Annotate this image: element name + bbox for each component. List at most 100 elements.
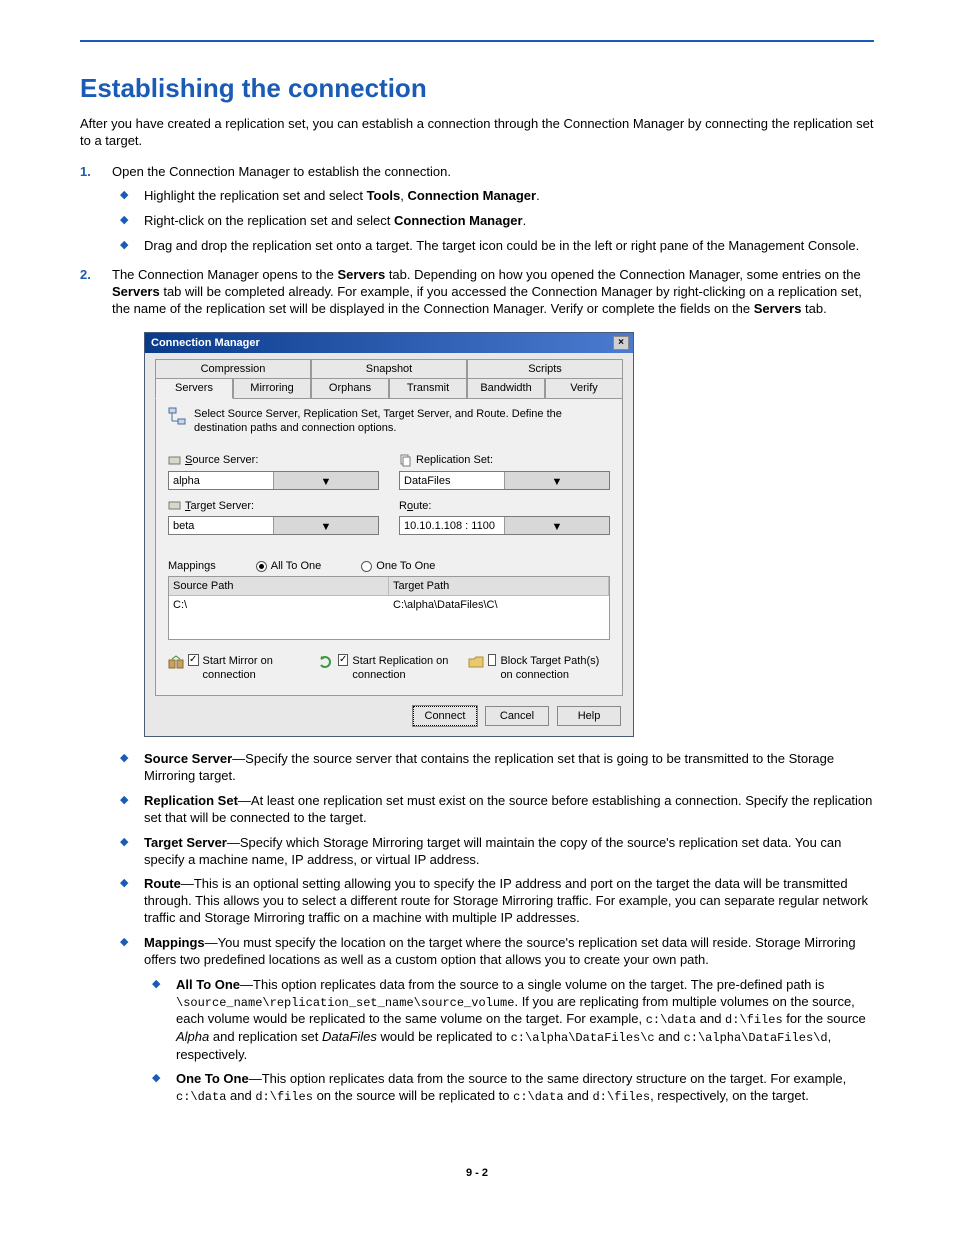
t: c:\data	[513, 1090, 563, 1104]
dialog-title: Connection Manager	[151, 336, 260, 350]
tab-row-1: Compression Snapshot Scripts	[155, 359, 623, 378]
def-mappings: Mappings—You must specify the location o…	[112, 935, 874, 1106]
t: —This option replicates data from the so…	[240, 977, 824, 992]
step-2-num: 2.	[80, 267, 91, 284]
target-value: beta	[169, 517, 273, 534]
t: \source_name\replication_set_name\source…	[176, 996, 514, 1010]
cell-target: C:\alpha\DataFiles\C\	[389, 596, 609, 614]
target-label: Target Server:	[168, 499, 379, 513]
route-label: Route:	[399, 499, 610, 513]
server-icon	[168, 499, 181, 512]
connect-button[interactable]: Connect	[413, 706, 477, 726]
intro-text: After you have created a replication set…	[80, 116, 874, 150]
t: on the source will be replicated to	[313, 1088, 513, 1103]
route-combo[interactable]: 10.10.1.108 : 1100 ▼	[399, 516, 610, 535]
t: c:\alpha\DataFiles\c	[511, 1031, 655, 1045]
route-value: 10.10.1.108 : 1100	[400, 517, 504, 534]
tab-row-2: Servers Mirroring Orphans Transmit Bandw…	[155, 378, 623, 397]
t: All To One	[176, 977, 240, 992]
t: —Specify which Storage Mirroring target …	[144, 835, 841, 867]
tab-scripts[interactable]: Scripts	[467, 359, 623, 379]
t: d:\files	[255, 1090, 313, 1104]
chk-start-mirror[interactable]: ✓ Start Mirror on connection	[168, 654, 310, 683]
hint-text: Select Source Server, Replication Set, T…	[194, 407, 610, 436]
t: Target Server	[144, 835, 227, 850]
tab-snapshot[interactable]: Snapshot	[311, 359, 467, 379]
t: Source Server	[144, 751, 232, 766]
tab-mirroring[interactable]: Mirroring	[233, 378, 311, 398]
chevron-down-icon[interactable]: ▼	[273, 472, 378, 489]
chevron-down-icon[interactable]: ▼	[504, 517, 609, 534]
step-1c: Drag and drop the replication set onto a…	[112, 238, 874, 255]
tab-servers[interactable]: Servers	[155, 378, 233, 398]
top-rule	[80, 40, 874, 42]
t: Alpha	[176, 1029, 209, 1044]
connection-manager-dialog: Connection Manager × Compression Snapsho…	[144, 332, 634, 737]
mappings-table[interactable]: Source Path Target Path C:\ C:\alpha\Dat…	[168, 576, 610, 640]
t: Servers	[337, 267, 385, 282]
col-source-path: Source Path	[169, 577, 389, 595]
def-all-to-one: All To One—This option replicates data f…	[144, 977, 874, 1064]
replication-set-combo[interactable]: DataFiles ▼	[399, 471, 610, 490]
source-value: alpha	[169, 472, 273, 489]
t: One To One	[176, 1071, 249, 1086]
t: Tools	[367, 188, 401, 203]
t: d:\files	[725, 1013, 783, 1027]
tab-orphans[interactable]: Orphans	[311, 378, 389, 398]
replication-set-icon	[399, 454, 412, 467]
t: would be replicated to	[377, 1029, 511, 1044]
source-label: Source Server:	[168, 453, 379, 467]
chevron-down-icon[interactable]: ▼	[273, 517, 378, 534]
source-server-combo[interactable]: alpha ▼	[168, 471, 379, 490]
tab-verify[interactable]: Verify	[545, 378, 623, 398]
def-source: Source Server—Specify the source server …	[112, 751, 874, 785]
t: Right-click on the replication set and s…	[144, 213, 394, 228]
radio-one-to-one[interactable]: One To One	[361, 559, 435, 573]
t: and replication set	[209, 1029, 322, 1044]
chevron-down-icon[interactable]: ▼	[504, 472, 609, 489]
checkbox-icon: ✓	[188, 654, 199, 666]
t: d:\files	[592, 1090, 650, 1104]
page-footer: 9 - 2	[80, 1166, 874, 1180]
radio-all-to-one[interactable]: All To One	[256, 559, 322, 573]
t: Route	[144, 876, 181, 891]
step-1: 1. Open the Connection Manager to establ…	[80, 164, 874, 256]
cancel-button[interactable]: Cancel	[485, 706, 549, 726]
tab-panel: Select Source Server, Replication Set, T…	[155, 398, 623, 696]
t: Connection Manager	[394, 213, 523, 228]
t: and	[226, 1088, 255, 1103]
checkbox-icon	[488, 654, 496, 666]
t: —This is an optional setting allowing yo…	[144, 876, 868, 925]
help-button[interactable]: Help	[557, 706, 621, 726]
t: —At least one replication set must exist…	[144, 793, 872, 825]
chk-start-replication[interactable]: ✓ Start Replication on connection	[318, 654, 460, 683]
close-icon[interactable]: ×	[613, 336, 629, 350]
server-icon	[168, 454, 181, 467]
t: and	[655, 1029, 684, 1044]
cell-source: C:\	[169, 596, 389, 614]
def-one-to-one: One To One—This option replicates data f…	[144, 1071, 874, 1105]
tab-transmit[interactable]: Transmit	[389, 378, 467, 398]
target-server-combo[interactable]: beta ▼	[168, 516, 379, 535]
t: —You must specify the location on the ta…	[144, 935, 856, 967]
def-replication: Replication Set—At least one replication…	[112, 793, 874, 827]
t: .	[523, 213, 527, 228]
tab-compression[interactable]: Compression	[155, 359, 311, 379]
chk-block-target[interactable]: Block Target Path(s) on connection	[468, 654, 610, 683]
t: Connection Manager	[408, 188, 537, 203]
table-row[interactable]: C:\ C:\alpha\DataFiles\C\	[169, 596, 609, 614]
t: Servers	[754, 301, 802, 316]
tab-bandwidth[interactable]: Bandwidth	[467, 378, 545, 398]
step-1b: Right-click on the replication set and s…	[112, 213, 874, 230]
t: tab. Depending on how you opened the Con…	[385, 267, 861, 282]
t: and	[564, 1088, 593, 1103]
def-route: Route—This is an optional setting allowi…	[112, 876, 874, 927]
t: tab will be completed already. For examp…	[112, 284, 862, 316]
replication-value: DataFiles	[400, 472, 504, 489]
t: Replication Set:	[416, 453, 493, 467]
def-target: Target Server—Specify which Storage Mirr…	[112, 835, 874, 869]
folder-lock-icon	[468, 654, 484, 670]
replication-icon	[318, 654, 334, 670]
t: .	[536, 188, 540, 203]
checkbox-icon: ✓	[338, 654, 348, 666]
